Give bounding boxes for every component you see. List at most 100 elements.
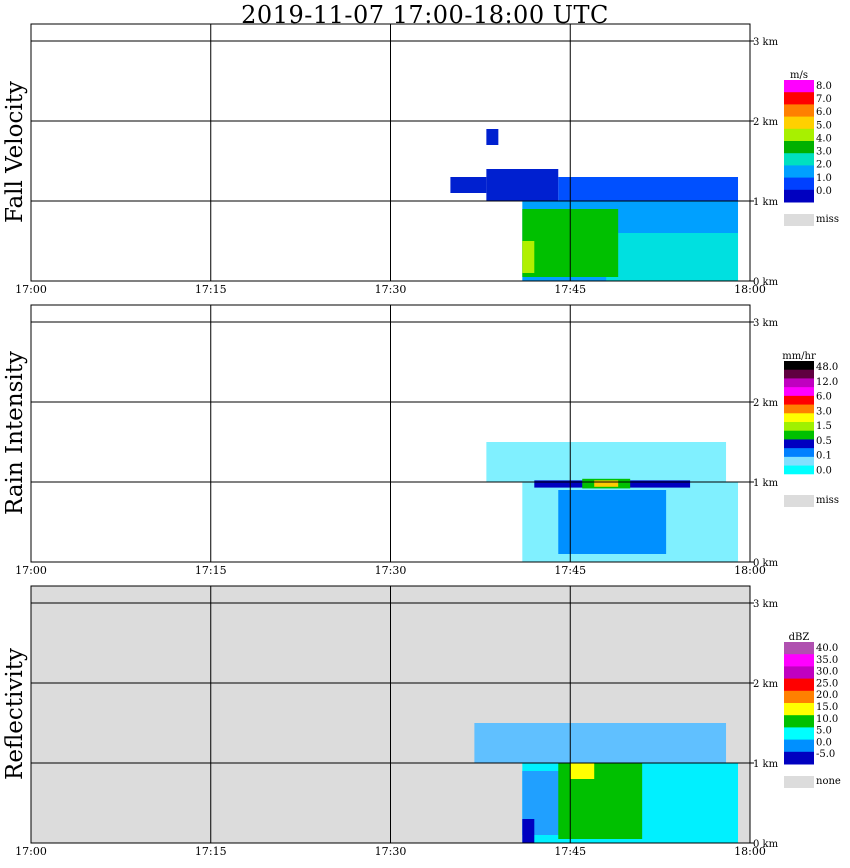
colorbar-label: 15.0 [816, 702, 838, 713]
colorbar-label: 0.5 [816, 436, 832, 447]
data-cell [450, 177, 487, 193]
colorbar-swatch [784, 715, 814, 728]
colorbar-label: 20.0 [816, 690, 838, 701]
colorbar-label: 35.0 [816, 655, 838, 666]
x-tick-label: 18:00 [734, 564, 766, 577]
colorbar-label: 12.0 [816, 377, 838, 388]
data-cell [558, 177, 739, 201]
colorbar-label: 6.0 [816, 392, 832, 403]
x-tick-label: 17:15 [195, 564, 227, 577]
colorbar-label: 0.0 [816, 186, 832, 197]
y-tick-label: 0 km [753, 277, 779, 288]
x-tick-label: 17:30 [375, 283, 407, 296]
y-tick-label: 2 km [753, 398, 779, 409]
colorbar-swatch [784, 751, 814, 765]
colorbar-swatch [784, 395, 814, 406]
y-tick-label: 0 km [753, 839, 779, 850]
colorbar-unit: mm/hr [782, 351, 816, 362]
colorbar-swatch [784, 189, 814, 203]
colorbar-swatch [784, 361, 814, 371]
x-tick-label: 18:00 [734, 845, 766, 858]
x-tick-label: 17:30 [375, 845, 407, 858]
data-cell [570, 763, 595, 779]
y-tick-label: 3 km [753, 599, 779, 610]
data-cell [486, 169, 559, 201]
colorbar-swatch [784, 80, 814, 93]
colorbar-miss-swatch [784, 495, 814, 507]
colorbar-label: 0.0 [816, 465, 832, 476]
colorbar-label: 3.0 [816, 147, 832, 158]
y-tick-label: 0 km [753, 558, 779, 569]
colorbar-label: 10.0 [816, 714, 838, 725]
colorbar-swatch [784, 703, 814, 716]
colorbar-label: 48.0 [816, 362, 838, 373]
colorbar-swatch [784, 153, 814, 166]
colorbar-miss-label: none [816, 776, 841, 787]
colorbar-swatch [784, 369, 814, 379]
colorbar-swatch [784, 378, 814, 388]
colorbar-label: 4.0 [816, 133, 832, 144]
colorbar-swatch [784, 422, 814, 432]
colorbar-swatch [784, 104, 814, 118]
colorbar-swatch [784, 404, 814, 414]
colorbar-swatch [784, 654, 814, 667]
colorbar-label: 0.0 [816, 737, 832, 748]
colorbar-label: 1.0 [816, 173, 832, 184]
colorbar-miss-label: miss [816, 495, 839, 506]
colorbar-swatch [784, 92, 814, 105]
colorbar-swatch [784, 387, 814, 397]
colorbar-swatch [784, 739, 814, 753]
x-tick-label: 17:00 [15, 564, 47, 577]
data-cell [606, 233, 739, 281]
colorbar-swatch [784, 165, 814, 179]
y-tick-label: 1 km [753, 478, 779, 489]
y-tick-label: 3 km [753, 37, 779, 48]
y-tick-label: 2 km [753, 117, 779, 128]
x-tick-label: 17:45 [554, 564, 586, 577]
colorbar-swatch [784, 177, 814, 191]
data-cell [522, 819, 535, 843]
plot-frame [30, 23, 751, 282]
plot-frame [30, 585, 751, 844]
colorbar-swatch [784, 642, 814, 655]
plot-frame [30, 304, 751, 563]
y-tick-label: 1 km [753, 759, 779, 770]
colorbar-swatch [784, 474, 814, 484]
y-tick-label: 2 km [753, 679, 779, 690]
colorbar-swatch [784, 690, 814, 704]
panel-label: Rain Intensity [2, 351, 28, 515]
colorbar-label: 5.0 [816, 726, 832, 737]
colorbar-swatch [784, 439, 814, 449]
colorbar-miss-label: miss [816, 214, 839, 225]
colorbar-label: 1.5 [816, 421, 832, 432]
y-tick-label: 1 km [753, 197, 779, 208]
colorbar-label: 30.0 [816, 667, 838, 678]
x-tick-label: 17:45 [554, 283, 586, 296]
x-tick-label: 17:45 [554, 845, 586, 858]
colorbar-unit: m/s [790, 70, 808, 81]
colorbar-label: 2.0 [816, 160, 832, 171]
data-cell [594, 480, 619, 487]
x-tick-label: 18:00 [734, 283, 766, 296]
colorbar-miss-swatch [784, 776, 814, 788]
y-tick-label: 3 km [753, 318, 779, 329]
colorbar-label: 6.0 [816, 107, 832, 118]
colorbar-swatch [784, 465, 814, 475]
colorbar-label: 8.0 [816, 81, 832, 92]
x-tick-label: 17:15 [195, 283, 227, 296]
data-cell [558, 490, 667, 554]
colorbar-label: 5.0 [816, 120, 832, 131]
colorbar-unit: dBZ [789, 632, 810, 643]
x-tick-label: 17:00 [15, 283, 47, 296]
colorbar-swatch [784, 413, 814, 423]
colorbar-label: 7.0 [816, 94, 832, 105]
panel-label: Reflectivity [2, 648, 28, 780]
colorbar-label: 0.1 [816, 451, 832, 462]
x-tick-label: 17:00 [15, 845, 47, 858]
colorbar-label: 40.0 [816, 643, 838, 654]
colorbar-swatch [784, 456, 814, 467]
panel-label: Fall Velocity [2, 81, 28, 223]
colorbar-swatch [784, 448, 814, 458]
x-tick-label: 17:30 [375, 564, 407, 577]
